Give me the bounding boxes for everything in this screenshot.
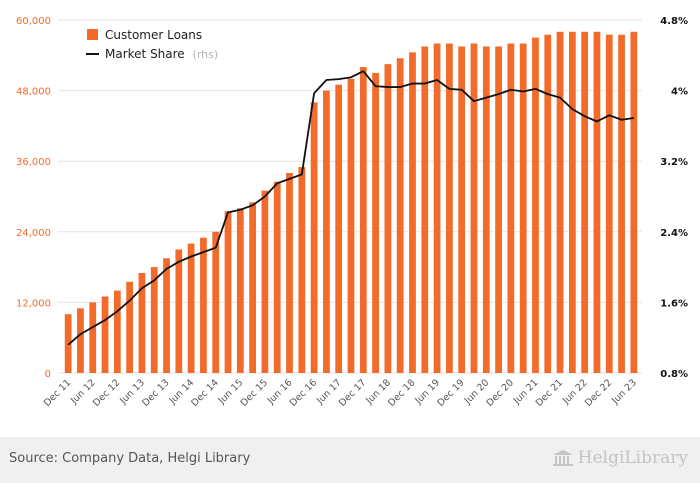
loan-bar: [446, 43, 453, 374]
loan-bar: [77, 308, 84, 373]
loan-bar: [163, 258, 170, 373]
x-tick-label: Dec 12: [91, 377, 122, 408]
x-tick-label: Dec 22: [583, 377, 614, 408]
library-building-icon: [552, 450, 573, 466]
x-tick-label: Dec 13: [140, 377, 171, 408]
loan-bar: [458, 46, 466, 373]
right-tick-label: 2.4%: [660, 228, 688, 239]
loan-bar: [150, 267, 158, 373]
loan-bar: [519, 43, 527, 374]
loan-bar: [89, 302, 97, 373]
x-tick-label: Dec 14: [189, 377, 220, 408]
left-tick-label: 0: [45, 369, 51, 380]
loan-bar: [175, 249, 183, 373]
right-tick-label: 0.8%: [660, 369, 688, 380]
loan-bar: [605, 34, 613, 373]
left-axis-labels: 0 12,000 24,000 36,000 48,000 60,000: [16, 16, 51, 380]
loan-bar: [495, 46, 502, 373]
loan-bar: [581, 31, 589, 374]
x-tick-label: Dec 18: [386, 377, 417, 408]
loan-bar: [138, 272, 146, 373]
loan-bar: [273, 181, 281, 373]
loan-bars: [64, 31, 638, 374]
loan-bar: [298, 167, 306, 373]
brand-logo: HelgiLibrary: [552, 448, 688, 468]
right-tick-label: 3.2%: [660, 157, 688, 168]
loan-bar: [224, 211, 232, 373]
x-tick-label: Dec 16: [288, 377, 319, 408]
loan-bar: [433, 43, 441, 374]
right-tick-label: 4%: [671, 87, 688, 98]
x-tick-label: Dec 19: [435, 377, 466, 408]
legend-label-share-suffix: (rhs): [193, 48, 219, 61]
brand-name: HelgiLibrary: [577, 448, 688, 468]
loan-bar: [200, 237, 207, 373]
left-tick-label: 36,000: [16, 157, 51, 168]
loan-bar: [249, 202, 256, 373]
left-tick-label: 48,000: [16, 87, 51, 98]
loan-bar: [113, 290, 121, 373]
loan-bar: [544, 34, 552, 373]
loan-bar: [630, 31, 638, 374]
loan-bar: [335, 84, 343, 373]
footer: Source: Company Data, Helgi Library Helg…: [0, 437, 700, 483]
legend: Customer Loans Market Share (rhs): [86, 28, 218, 61]
loan-bar: [556, 31, 564, 374]
loan-bar: [236, 208, 244, 373]
legend-label-share-name: Market Share: [105, 47, 185, 61]
left-tick-label: 12,000: [16, 298, 51, 309]
x-tick-label: Dec 17: [337, 377, 368, 408]
loan-bar: [261, 190, 269, 373]
loan-bar: [618, 34, 625, 373]
loan-bar: [593, 31, 601, 374]
loan-bar: [347, 78, 355, 373]
loan-bar: [507, 43, 515, 374]
loan-bar: [421, 46, 429, 373]
loan-bar: [323, 90, 330, 373]
market-share-line: [67, 70, 634, 346]
loan-bar: [482, 46, 490, 373]
x-tick-label: Jun 23: [609, 377, 639, 407]
loan-bar: [187, 243, 195, 373]
x-tick-label: Dec 20: [485, 377, 516, 408]
loan-bar: [310, 102, 318, 373]
source-text: Source: Company Data, Helgi Library: [9, 451, 251, 466]
loan-bar: [101, 296, 109, 373]
right-tick-label: 1.6%: [660, 298, 688, 309]
chart: 0 12,000 24,000 36,000 48,000 60,000 0.8% 1.6%…: [16, 16, 688, 409]
loan-bar: [359, 67, 367, 374]
left-tick-label: 60,000: [16, 16, 51, 27]
loan-bar: [470, 43, 478, 374]
legend-label-share: Market Share (rhs): [105, 47, 218, 61]
x-tick-label: Dec 21: [534, 377, 565, 408]
legend-label-loans: Customer Loans: [105, 28, 202, 42]
loan-bar: [372, 72, 379, 373]
x-tick-label: Dec 11: [42, 377, 73, 408]
right-tick-label: 4.8%: [660, 16, 688, 27]
loan-bar: [396, 58, 404, 373]
loan-bar: [532, 37, 539, 374]
loan-bar: [384, 64, 392, 373]
legend-swatch-loans: [87, 29, 98, 40]
loan-bar: [126, 281, 134, 373]
loan-bar: [409, 52, 416, 373]
x-tick-label: Dec 15: [239, 377, 270, 408]
right-axis-labels: 0.8% 1.6% 2.4% 3.2% 4% 4.8%: [660, 16, 688, 380]
left-tick-label: 24,000: [16, 228, 51, 239]
loan-bar: [286, 172, 293, 373]
loan-bar: [212, 231, 220, 373]
loan-bar: [568, 31, 576, 374]
